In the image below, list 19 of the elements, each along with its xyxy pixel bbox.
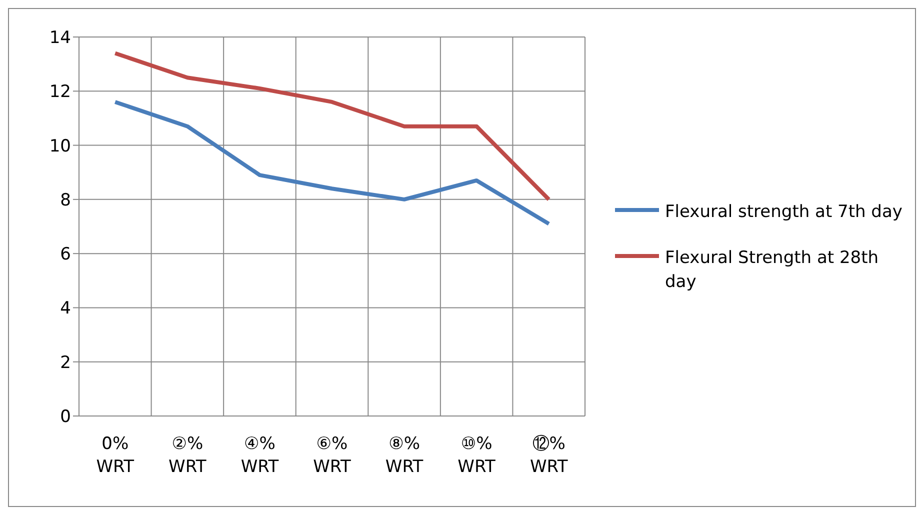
x-tick-label: ⑫% WRT (530, 434, 568, 477)
x-tick-label: ⑧% WRT (385, 434, 424, 477)
y-tick-label: 8 (60, 190, 71, 210)
x-tick-label: ②% WRT (168, 434, 207, 477)
line-series (113, 100, 551, 226)
legend-label: Flexural Strength at 28th day (665, 246, 880, 294)
y-tick-label: 6 (60, 244, 71, 265)
y-tick-label: 4 (60, 298, 71, 319)
y-tick-label: 12 (49, 82, 71, 102)
y-tick-label: 0 (60, 407, 71, 428)
line-series (113, 51, 551, 202)
x-tick-label: ⑩% WRT (458, 434, 496, 477)
legend-label: Flexural strength at 7th day (665, 200, 902, 224)
x-tick-label: ④% WRT (240, 434, 280, 477)
x-tick-label: 0% WRT (96, 434, 135, 477)
y-tick-label: 10 (49, 136, 71, 156)
y-tick-label: 2 (60, 352, 71, 373)
y-tick-label: 14 (49, 28, 71, 48)
x-tick-label: ⑥% WRT (313, 434, 352, 477)
